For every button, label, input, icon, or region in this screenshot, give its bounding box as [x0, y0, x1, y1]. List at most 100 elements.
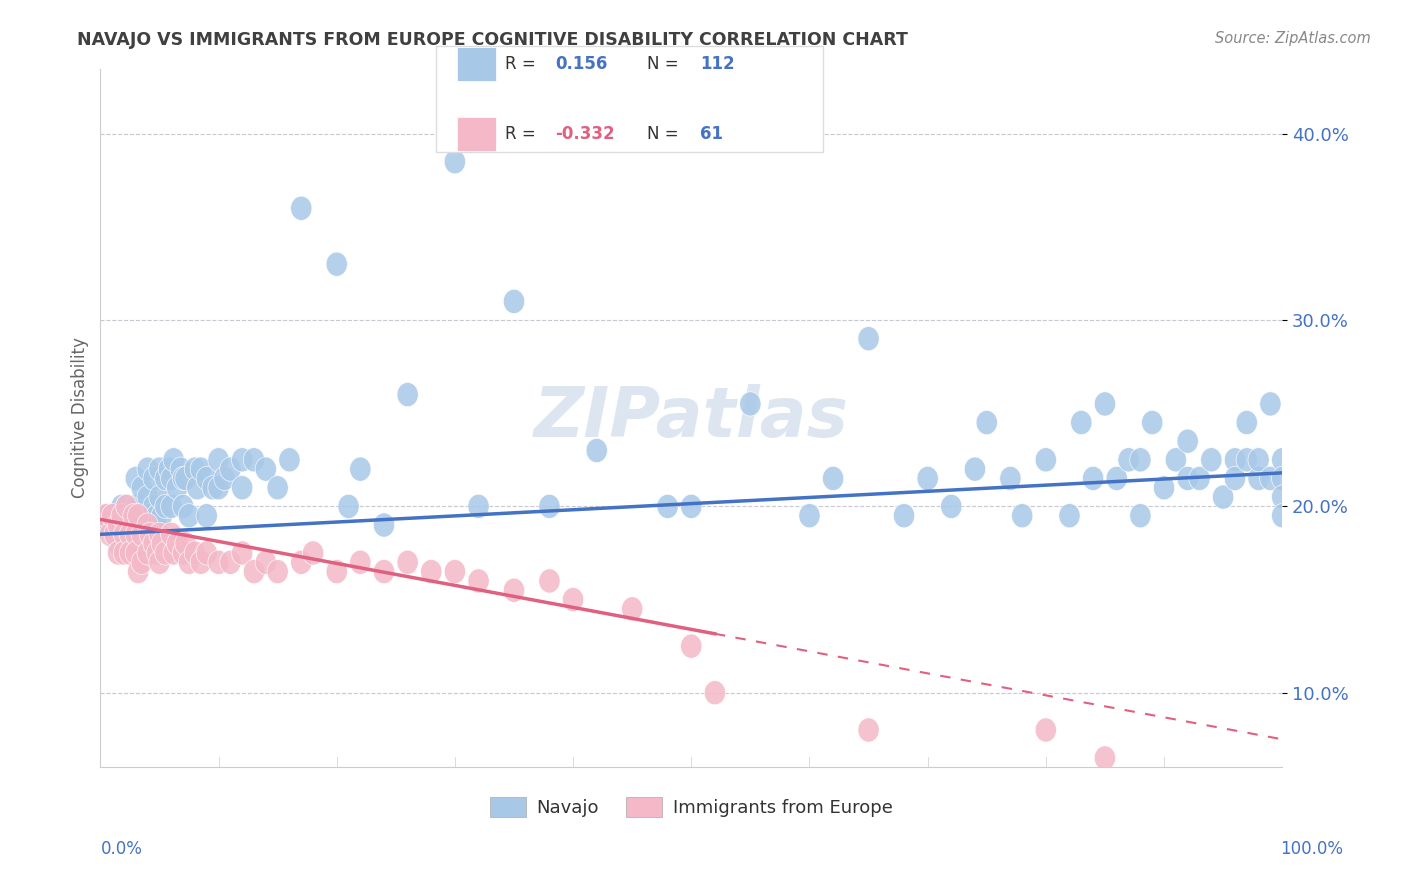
Ellipse shape: [219, 550, 240, 574]
Legend: Navajo, Immigrants from Europe: Navajo, Immigrants from Europe: [482, 789, 900, 824]
Ellipse shape: [155, 494, 176, 518]
Text: NAVAJO VS IMMIGRANTS FROM EUROPE COGNITIVE DISABILITY CORRELATION CHART: NAVAJO VS IMMIGRANTS FROM EUROPE COGNITI…: [77, 31, 908, 49]
Ellipse shape: [214, 467, 235, 491]
Ellipse shape: [143, 467, 165, 491]
Ellipse shape: [159, 457, 180, 482]
Ellipse shape: [166, 475, 188, 500]
Ellipse shape: [122, 513, 143, 537]
Ellipse shape: [128, 559, 149, 583]
Ellipse shape: [1166, 448, 1187, 472]
Ellipse shape: [396, 550, 418, 574]
Ellipse shape: [1271, 485, 1294, 509]
Ellipse shape: [190, 457, 211, 482]
Ellipse shape: [586, 438, 607, 463]
Ellipse shape: [101, 504, 122, 528]
Ellipse shape: [1201, 448, 1222, 472]
Ellipse shape: [104, 522, 125, 547]
Ellipse shape: [1260, 392, 1281, 416]
Ellipse shape: [208, 550, 229, 574]
Ellipse shape: [120, 541, 141, 566]
Ellipse shape: [704, 681, 725, 705]
Text: N =: N =: [647, 55, 678, 73]
Ellipse shape: [107, 532, 129, 556]
Text: Source: ZipAtlas.com: Source: ZipAtlas.com: [1215, 31, 1371, 46]
Ellipse shape: [163, 541, 184, 566]
Ellipse shape: [184, 541, 205, 566]
Ellipse shape: [170, 457, 191, 482]
Ellipse shape: [107, 513, 129, 537]
Ellipse shape: [107, 541, 129, 566]
Ellipse shape: [232, 448, 253, 472]
Ellipse shape: [681, 494, 702, 518]
Ellipse shape: [350, 550, 371, 574]
Ellipse shape: [1225, 467, 1246, 491]
Ellipse shape: [350, 457, 371, 482]
Ellipse shape: [337, 494, 359, 518]
Ellipse shape: [396, 383, 418, 407]
Text: -0.332: -0.332: [555, 125, 614, 143]
Ellipse shape: [120, 504, 141, 528]
Ellipse shape: [152, 532, 173, 556]
Ellipse shape: [155, 467, 176, 491]
Text: 61: 61: [700, 125, 723, 143]
Text: R =: R =: [505, 55, 536, 73]
Ellipse shape: [374, 513, 395, 537]
Ellipse shape: [100, 522, 121, 547]
Ellipse shape: [326, 252, 347, 277]
Ellipse shape: [420, 559, 441, 583]
Ellipse shape: [444, 559, 465, 583]
Text: ZIPatlas: ZIPatlas: [534, 384, 849, 451]
Ellipse shape: [1271, 448, 1294, 472]
Ellipse shape: [326, 559, 347, 583]
Ellipse shape: [681, 634, 702, 658]
Ellipse shape: [149, 550, 170, 574]
Ellipse shape: [1177, 467, 1198, 491]
Ellipse shape: [131, 550, 152, 574]
Ellipse shape: [219, 457, 240, 482]
Ellipse shape: [1011, 504, 1033, 528]
Ellipse shape: [202, 475, 224, 500]
Ellipse shape: [374, 559, 395, 583]
Ellipse shape: [243, 448, 264, 472]
Ellipse shape: [107, 504, 129, 528]
Ellipse shape: [503, 578, 524, 602]
Ellipse shape: [136, 485, 159, 509]
Ellipse shape: [1189, 467, 1211, 491]
Ellipse shape: [195, 467, 218, 491]
Ellipse shape: [291, 550, 312, 574]
Ellipse shape: [136, 457, 159, 482]
Ellipse shape: [1070, 410, 1092, 434]
Ellipse shape: [149, 522, 170, 547]
Ellipse shape: [1177, 429, 1198, 453]
Ellipse shape: [136, 513, 159, 537]
Ellipse shape: [267, 559, 288, 583]
Ellipse shape: [965, 457, 986, 482]
Ellipse shape: [1225, 448, 1246, 472]
Ellipse shape: [131, 504, 152, 528]
Ellipse shape: [128, 532, 149, 556]
Ellipse shape: [187, 475, 208, 500]
Ellipse shape: [174, 532, 195, 556]
Ellipse shape: [104, 522, 125, 547]
Ellipse shape: [136, 513, 159, 537]
Ellipse shape: [120, 522, 141, 547]
Text: 100.0%: 100.0%: [1279, 840, 1343, 858]
Ellipse shape: [134, 522, 155, 547]
Ellipse shape: [538, 569, 560, 593]
Ellipse shape: [115, 494, 136, 518]
Ellipse shape: [243, 559, 264, 583]
Ellipse shape: [302, 541, 323, 566]
Ellipse shape: [111, 494, 132, 518]
Ellipse shape: [538, 494, 560, 518]
Ellipse shape: [278, 448, 299, 472]
Ellipse shape: [160, 467, 181, 491]
Ellipse shape: [893, 504, 915, 528]
Ellipse shape: [1083, 467, 1104, 491]
Ellipse shape: [1035, 718, 1056, 742]
Ellipse shape: [160, 494, 181, 518]
Ellipse shape: [125, 541, 146, 566]
Ellipse shape: [1249, 448, 1270, 472]
Ellipse shape: [1212, 485, 1234, 509]
Text: N =: N =: [647, 125, 678, 143]
Ellipse shape: [155, 541, 176, 566]
